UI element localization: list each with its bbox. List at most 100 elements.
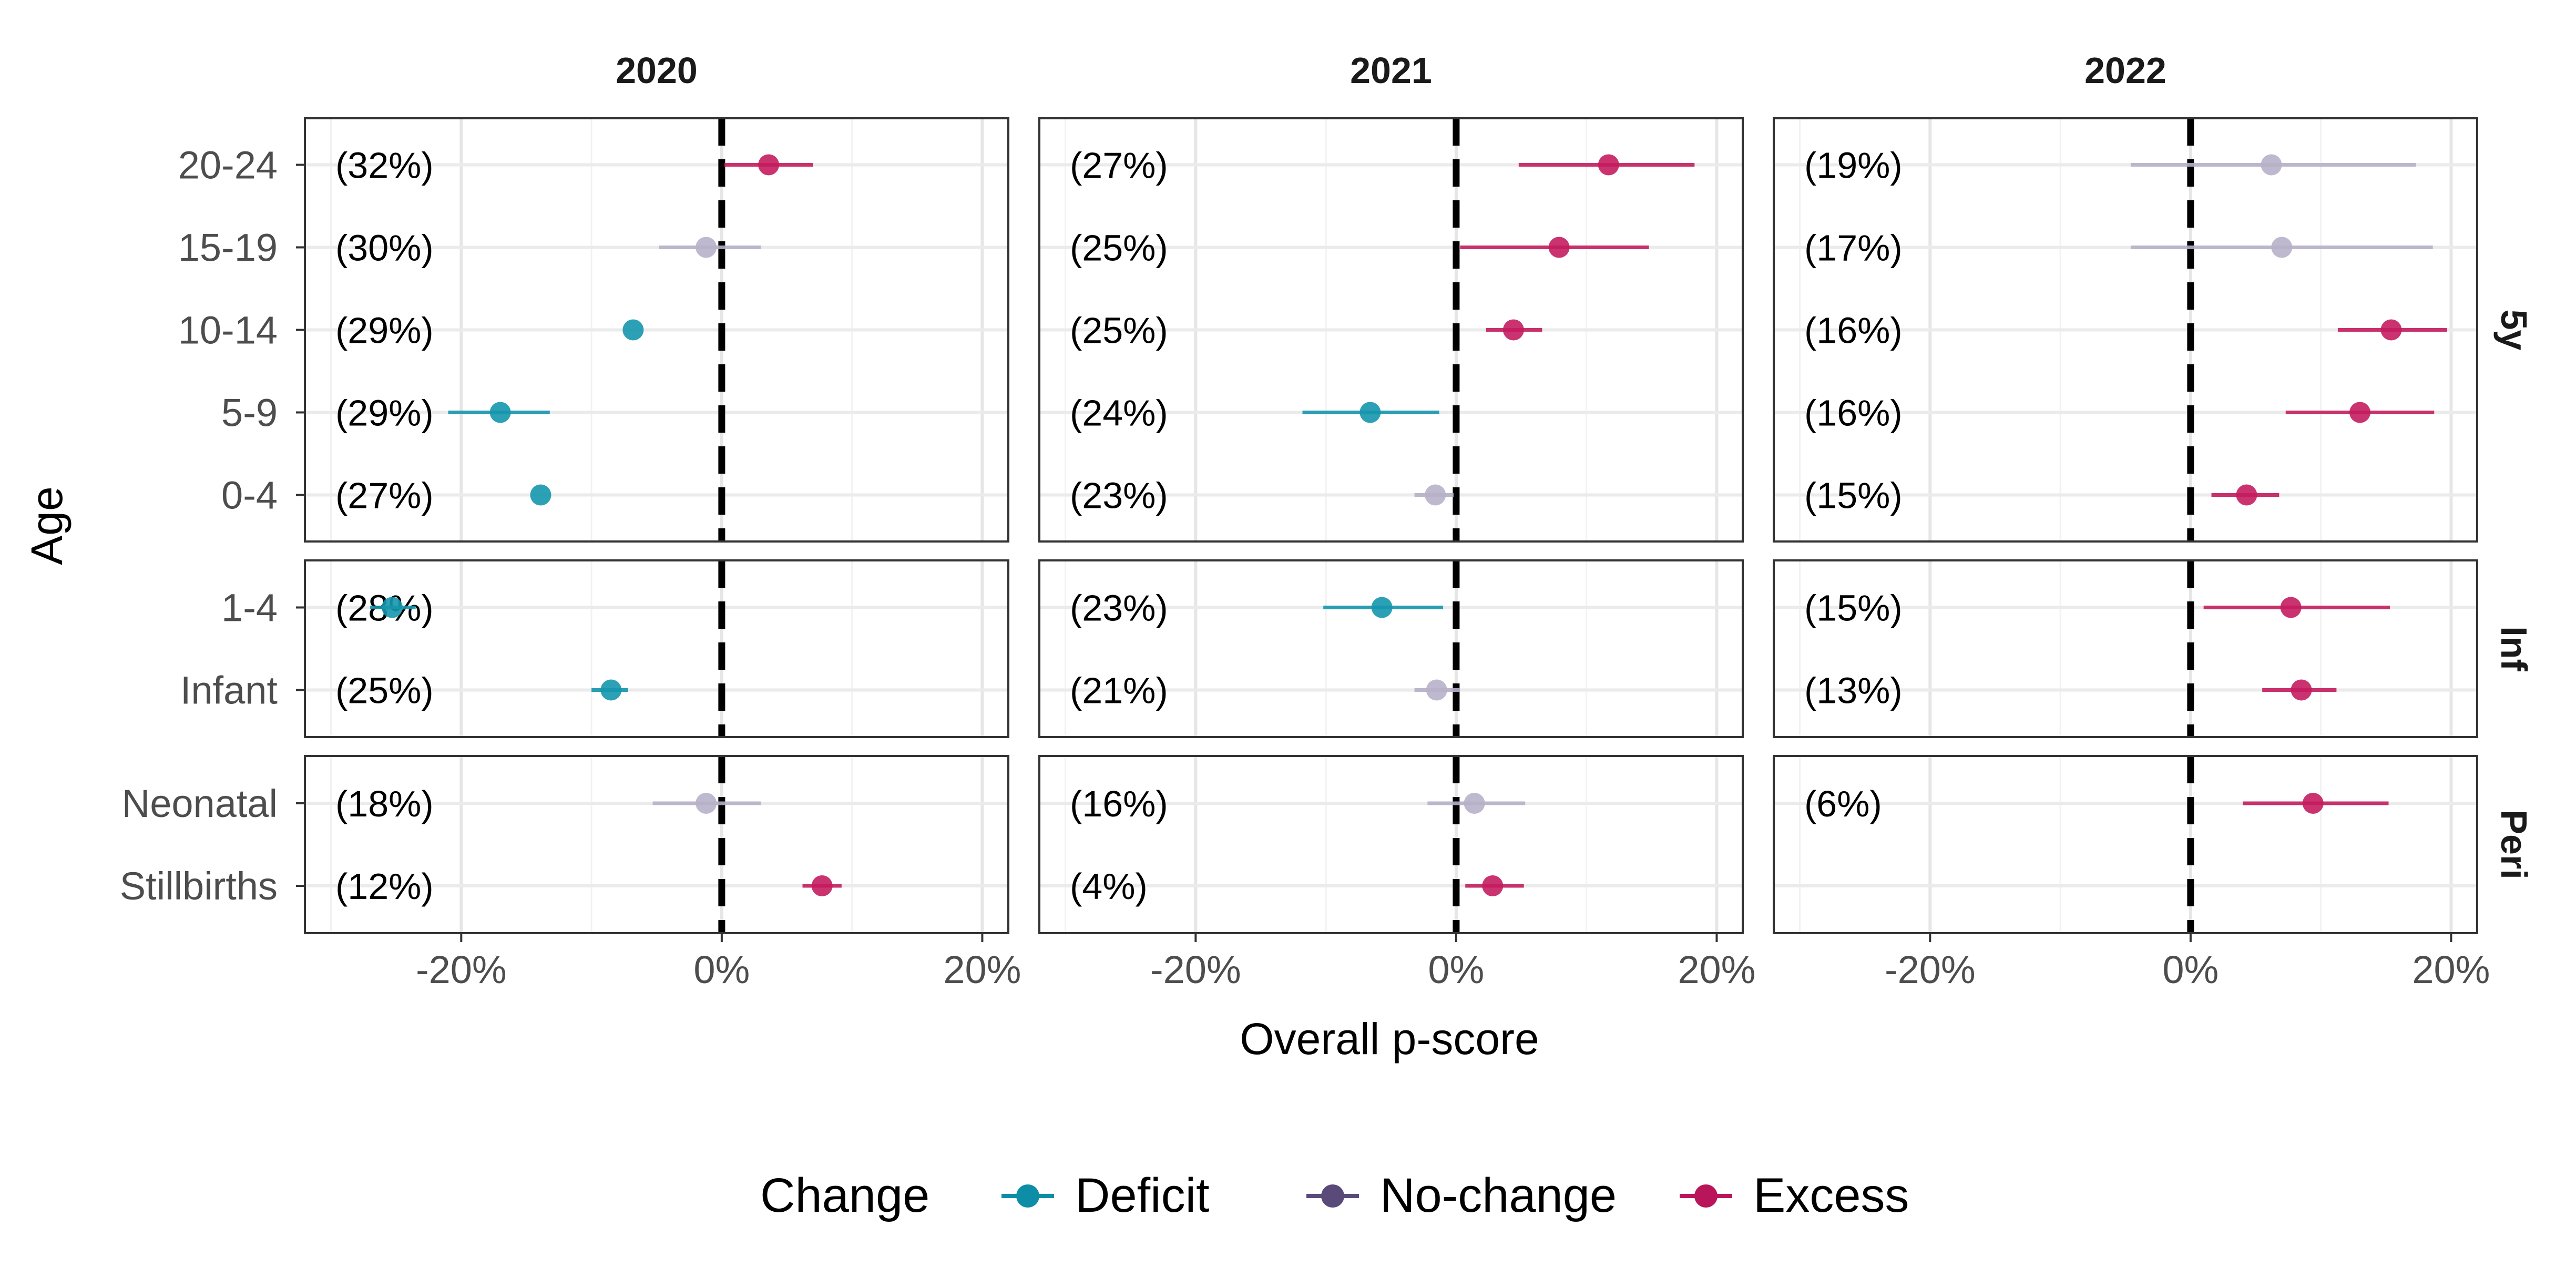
point-Stillbirths [1482,875,1504,896]
share-label: (15%) [1804,475,1903,516]
y-tick-label: 5-9 [221,391,278,435]
share-label: (21%) [1070,670,1168,711]
share-label: (15%) [1804,588,1903,629]
share-label: (23%) [1070,588,1168,629]
legend-item-deficit: Deficit [1001,1169,1210,1222]
point-Infant [1426,679,1447,701]
x-tick-label: -20% [1150,948,1241,991]
panel-2022-Peri: (6%) [1773,755,2478,934]
panel-border [1773,755,2478,934]
x-tick-label: 20% [1678,948,1755,991]
x-axis-tick-labels: -20% 0% 20% -20% 0% 20% -20% 0% 20% [416,933,2490,991]
panel-border [1773,559,2478,738]
panel-background [1774,560,2477,737]
x-tick-label: 20% [2412,948,2490,991]
y-tick-label: 10-14 [178,309,278,352]
panel-2022-Inf: (15%) (13%) [1773,559,2478,738]
strip-label-year: 2021 [1350,50,1432,91]
point-1-4 [382,597,403,618]
strip-label-group: 5y [2493,310,2534,351]
panel-background [1774,756,2477,933]
share-label: (6%) [1804,783,1882,824]
share-label: (30%) [335,228,434,269]
panel-border [304,559,1009,738]
point-15-19 [696,237,717,258]
panel-border [1038,559,1744,738]
panel-border [304,755,1009,934]
point-Stillbirths [811,875,833,896]
y-tick-label: 1-4 [221,586,278,630]
point-Neonatal [696,793,717,814]
point-20-24 [758,154,780,176]
legend-label: Deficit [1075,1169,1210,1222]
y-tick-label: 0-4 [221,474,278,517]
share-label: (29%) [335,393,434,434]
share-label: (23%) [1070,475,1168,516]
y-tick-label: Infant [180,669,278,712]
strip-label-year: 2022 [2084,50,2166,91]
point-0-4 [1425,484,1446,506]
facet-panels: (32%)(30%)(29%)(29%)(27%)(28%)(25%)(18%)… [304,117,2478,934]
x-tick-label: -20% [1885,948,1976,991]
facet-strip-labels: 2020 2021 2022 5y Inf Peri [616,50,2534,880]
point-Infant [2291,679,2312,701]
share-label: (32%) [335,145,434,186]
legend-item-excess: Excess [1680,1169,1909,1222]
x-axis-title: Overall p-score [1240,1014,1539,1064]
share-label: (18%) [335,783,434,824]
share-label: (19%) [1804,145,1903,186]
point-1-4 [2280,597,2302,618]
point-5-9 [2349,402,2370,423]
legend-key-point [1694,1184,1718,1208]
share-label: (25%) [335,670,434,711]
panel-2020-Peri: (18%) (12%) [304,755,1009,934]
share-label: (16%) [1804,310,1903,351]
point-Infant [600,679,622,701]
point-10-14 [2380,319,2402,341]
point-10-14 [1502,319,1524,341]
share-label: (12%) [335,866,434,907]
share-label: (25%) [1070,310,1168,351]
share-label: (27%) [335,475,434,516]
x-tick-label: 20% [943,948,1021,991]
y-axis-tick-labels: 20-24 15-19 10-14 5-9 0-4 1-4 Infant Neonatal St… [120,144,305,908]
x-tick-label: 0% [2162,948,2219,991]
panel-border [1038,755,1744,934]
legend-item-no-change: No-change [1306,1169,1617,1222]
share-label: (25%) [1070,228,1168,269]
share-label: (4%) [1070,866,1148,907]
panel-background [305,756,1008,933]
panel-border [1773,117,2478,543]
point-0-4 [530,484,551,506]
panel-2021-5y: (27%) (25%) (25%) (24%) (23%) [1038,117,1744,543]
point-1-4 [1371,597,1393,618]
point-20-24 [2261,154,2282,176]
strip-label-group: Peri [2493,810,2534,879]
legend-key-point [1016,1184,1039,1208]
strip-label-group: Inf [2493,626,2534,671]
share-label: (16%) [1070,783,1168,824]
y-axis-title: Age [22,486,71,565]
panel-border [1038,117,1744,543]
panel-background [1039,756,1743,933]
x-tick-label: 0% [1428,948,1484,991]
panel-background [305,560,1008,737]
share-label: (16%) [1804,393,1903,434]
panel-2022-5y: (19%) (17%) (16%) (16%) (15%) [1773,117,2478,543]
panel-2021-Inf: (23%) (21%) [1038,559,1744,738]
panel-background [1039,560,1743,737]
point-5-9 [489,402,511,423]
y-tick-label: Stillbirths [120,864,278,908]
legend-label: No-change [1380,1169,1617,1222]
panel-2021-Peri: (16%) (4%) [1038,755,1744,934]
share-label: (29%) [335,310,434,351]
panel-2020-5y: (32%) (30%) (29%) (29%) (27%) [304,117,1009,543]
point-20-24 [1598,154,1619,176]
legend-key-point [1321,1184,1344,1208]
legend: Change Deficit No-change Excess [760,1169,1909,1222]
y-tick-label: Neonatal [122,782,278,825]
share-label: (13%) [1804,670,1903,711]
y-tick-label: 15-19 [178,226,278,270]
point-15-19 [1548,237,1570,258]
